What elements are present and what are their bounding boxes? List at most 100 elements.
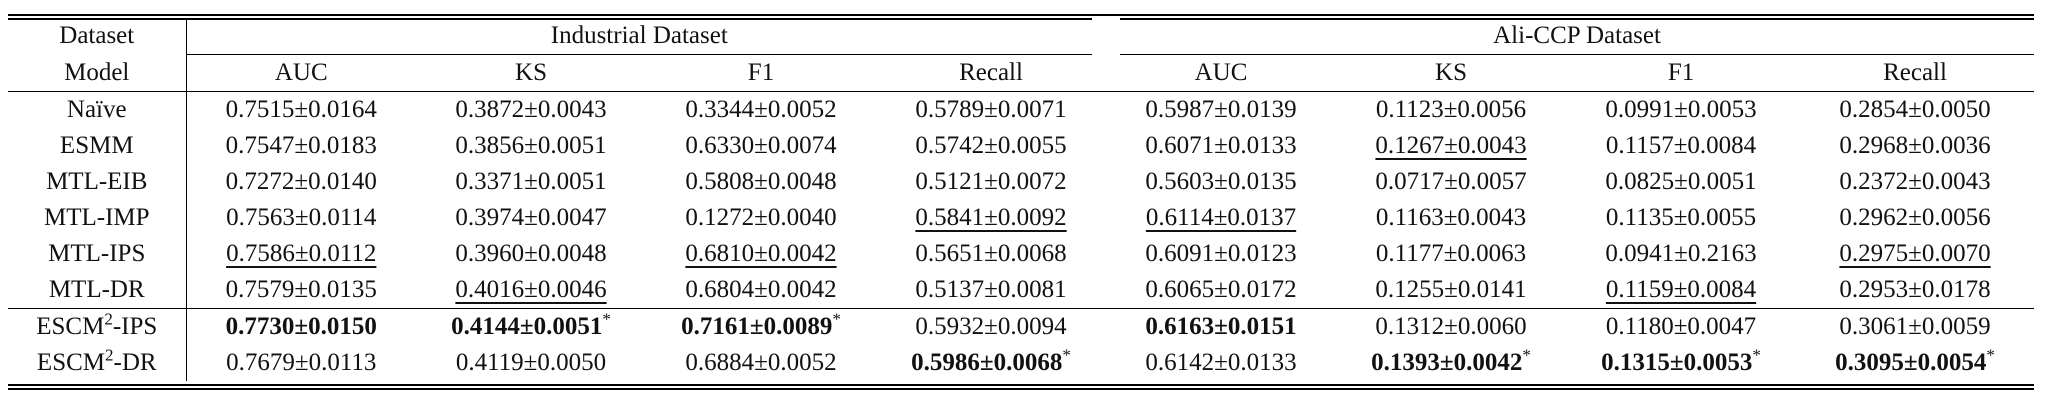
metric-value: 0.0941±0.2163 <box>1605 240 1757 267</box>
metric-value: 0.7547±0.0183 <box>225 132 377 159</box>
metric-header: AUC <box>186 54 416 92</box>
metric-value: 0.6114±0.0137 <box>1145 204 1297 231</box>
metric-header: Recall <box>1796 54 2035 92</box>
metric-value: 0.5603±0.0135 <box>1145 168 1297 195</box>
metric-cell: 0.1159±0.0084 <box>1566 272 1796 309</box>
table-bottom-rule-2 <box>8 388 2034 390</box>
metric-value: 0.5121±0.0072 <box>915 168 1067 195</box>
metric-value: 0.1393±0.0042 <box>1371 349 1523 376</box>
table-row: Naïve 0.7515±0.0164 0.3872±0.0043 0.3344±0.… <box>8 91 2034 129</box>
metric-value: 0.1159±0.0084 <box>1605 276 1757 303</box>
metric-value: 0.3856±0.0051 <box>455 132 607 159</box>
table-row: MTL-IMP 0.7563±0.0114 0.3974±0.0047 0.1272±… <box>8 200 2034 236</box>
metric-cell: 0.7161±0.0089* <box>646 308 876 345</box>
metric-cell: 0.5651±0.0068 <box>876 236 1106 272</box>
metric-cell: 0.1272±0.0040 <box>646 200 876 236</box>
metric-cell: 0.6065±0.0172 <box>1106 272 1336 309</box>
group-industrial: Industrial Dataset <box>186 18 1107 55</box>
metric-header: F1 <box>646 54 876 92</box>
model-name-text: ESCM <box>36 349 106 376</box>
model-suffix: -IPS <box>112 313 158 340</box>
table-row: MTL-IPS 0.7586±0.0112 0.3960±0.0048 0.6810±… <box>8 236 2034 272</box>
metric-value: 0.3872±0.0043 <box>455 96 607 123</box>
results-table: Dataset Industrial Dataset Ali-CCP Datas… <box>8 18 2035 381</box>
metric-value: 0.6091±0.0123 <box>1145 240 1297 267</box>
metric-cell: 0.1255±0.0141 <box>1336 272 1566 309</box>
metric-value: 0.2975±0.0070 <box>1839 240 1991 267</box>
significance-star: * <box>832 309 841 329</box>
model-superscript: 2 <box>104 309 113 329</box>
metric-cell: 0.3872±0.0043 <box>416 92 646 129</box>
model-name-text: Naïve <box>66 96 127 123</box>
metric-cell: 0.7579±0.0135 <box>186 272 416 309</box>
metric-value: 0.7272±0.0140 <box>225 168 377 195</box>
metric-value: 0.2854±0.0050 <box>1839 96 1991 123</box>
metric-value: 0.2962±0.0056 <box>1839 204 1991 231</box>
metric-value: 0.7563±0.0114 <box>226 204 377 231</box>
metric-cell: 0.0941±0.2163 <box>1566 236 1796 272</box>
metric-cell: 0.6163±0.0151 <box>1106 308 1337 345</box>
metric-cell: 0.5121±0.0072 <box>876 164 1106 200</box>
metric-cell: 0.5603±0.0135 <box>1106 164 1336 200</box>
metric-value: 0.3095±0.0054 <box>1835 349 1987 376</box>
table-row: ESCM2-IPS 0.7730±0.0150 0.4144±0.0051* 0.71… <box>8 308 2035 345</box>
metric-value: 0.6163±0.0151 <box>1145 313 1297 340</box>
metric-cell: 0.3974±0.0047 <box>416 200 646 236</box>
metric-cell: 0.6330±0.0074 <box>646 128 876 164</box>
metric-cell: 0.1267±0.0043 <box>1336 128 1566 164</box>
significance-star: * <box>1062 345 1071 365</box>
metric-value: 0.1315±0.0053 <box>1601 349 1753 376</box>
metric-value: 0.7679±0.0113 <box>226 349 377 376</box>
metric-value: 0.6071±0.0133 <box>1145 132 1297 159</box>
metric-value: 0.1177±0.0063 <box>1375 240 1527 267</box>
model-name-text: ESMM <box>59 132 134 159</box>
metric-cell: 0.7679±0.0113 <box>186 345 416 381</box>
metric-value: 0.5986±0.0068 <box>911 349 1063 376</box>
metric-cell: 0.6884±0.0052 <box>646 345 876 381</box>
metric-cell: 0.2854±0.0050 <box>1796 92 2034 129</box>
metric-value: 0.6804±0.0042 <box>685 276 837 303</box>
metric-value: 0.3974±0.0047 <box>455 204 607 231</box>
metric-value: 0.5808±0.0048 <box>685 168 837 195</box>
metric-cell: 0.2975±0.0070 <box>1796 236 2034 272</box>
metric-cell: 0.2962±0.0056 <box>1796 200 2034 236</box>
metric-value: 0.6810±0.0042 <box>685 240 837 267</box>
table-row: ESCM2-DR 0.7679±0.0113 0.4119±0.0050 0.6884… <box>8 345 2034 381</box>
metric-value: 0.2968±0.0036 <box>1839 132 1991 159</box>
model-name: MTL-EIB <box>8 164 187 200</box>
metric-value: 0.5987±0.0139 <box>1145 96 1297 123</box>
metric-cell: 0.3061±0.0059 <box>1796 308 2035 345</box>
table-row: ESMM 0.7547±0.0183 0.3856±0.0051 0.6330±0.0… <box>8 128 2034 164</box>
table-row: MTL-DR 0.7579±0.0135 0.4016±0.0046 0.6804±0… <box>8 272 2034 309</box>
metric-cell: 0.5986±0.0068* <box>876 345 1106 381</box>
metric-cell: 0.1393±0.0042* <box>1336 345 1566 381</box>
metric-cell: 0.6114±0.0137 <box>1106 200 1336 236</box>
metric-cell: 0.1180±0.0047 <box>1566 308 1797 345</box>
metric-cell: 0.2968±0.0036 <box>1796 128 2034 164</box>
metric-value: 0.5841±0.0092 <box>915 204 1067 231</box>
model-name: MTL-DR <box>8 272 187 309</box>
model-suffix: -DR <box>113 349 157 376</box>
model-name: ESCM2-IPS <box>8 308 187 345</box>
metric-value: 0.3061±0.0059 <box>1839 313 1991 340</box>
metric-cell: 0.1177±0.0063 <box>1336 236 1566 272</box>
model-name: Naïve <box>8 91 187 128</box>
metric-value: 0.1157±0.0084 <box>1605 132 1757 159</box>
model-name: ESCM2-DR <box>8 345 187 381</box>
metric-value: 0.1272±0.0040 <box>685 204 837 231</box>
metric-header: KS <box>416 54 646 92</box>
table-row: MTL-EIB 0.7272±0.0140 0.3371±0.0051 0.5808±… <box>8 164 2034 200</box>
model-name-text: MTL-IPS <box>48 240 146 267</box>
metric-cell: 0.3095±0.0054* <box>1796 345 2034 381</box>
model-name-text: MTL-IMP <box>43 204 150 231</box>
metric-value: 0.3371±0.0051 <box>455 168 607 195</box>
metric-cell: 0.2372±0.0043 <box>1796 164 2034 200</box>
metric-cell: 0.7730±0.0150 <box>186 308 416 345</box>
metric-header: KS <box>1336 54 1567 92</box>
metric-value: 0.1267±0.0043 <box>1375 132 1527 159</box>
metric-value: 0.2372±0.0043 <box>1839 168 1991 195</box>
metric-cell: 0.6142±0.0133 <box>1106 345 1336 381</box>
metric-cell: 0.1135±0.0055 <box>1566 200 1796 236</box>
table-body: Naïve 0.7515±0.0164 0.3872±0.0043 0.3344±0.… <box>8 91 2035 381</box>
metric-value: 0.6065±0.0172 <box>1145 276 1297 303</box>
